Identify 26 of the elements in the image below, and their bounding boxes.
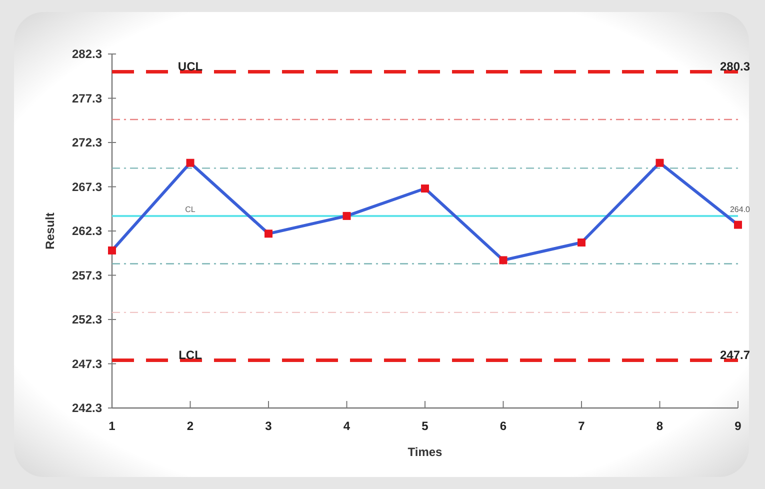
- y-tick-label: 272.3: [72, 136, 102, 150]
- x-tick-label: 9: [734, 419, 742, 433]
- y-tick-label: 257.3: [72, 268, 102, 282]
- y-tick-label: 282.3: [72, 47, 102, 62]
- x-tick-label: 6: [500, 419, 507, 433]
- y-tick-label: 267.3: [72, 180, 102, 194]
- y-tick-label: 252.3: [72, 312, 102, 327]
- x-tick-label: 5: [422, 419, 429, 433]
- y-tick-label: 247.3: [72, 356, 102, 371]
- ref-line-label: UCL: [178, 60, 203, 74]
- x-tick-label: 1: [108, 419, 116, 433]
- x-axis-title: Times: [408, 445, 443, 459]
- annotation: 247.7: [720, 348, 750, 362]
- annotation: 280.3: [720, 60, 750, 74]
- y-axis-title: Result: [43, 212, 57, 250]
- x-tick-label: 2: [186, 419, 194, 433]
- x-tick-label: 3: [265, 419, 272, 433]
- y-tick-label: 277.3: [72, 91, 102, 106]
- x-tick-label: 4: [343, 419, 350, 433]
- x-tick-label: 7: [578, 419, 586, 433]
- x-tick-label: 8: [656, 419, 664, 433]
- y-tick-label: 262.3: [72, 224, 102, 238]
- annotation: 264.0: [730, 204, 751, 214]
- ref-line-label: CL: [185, 204, 196, 214]
- y-tick-label: 242.3: [72, 401, 102, 416]
- ref-line-label: LCL: [178, 348, 202, 362]
